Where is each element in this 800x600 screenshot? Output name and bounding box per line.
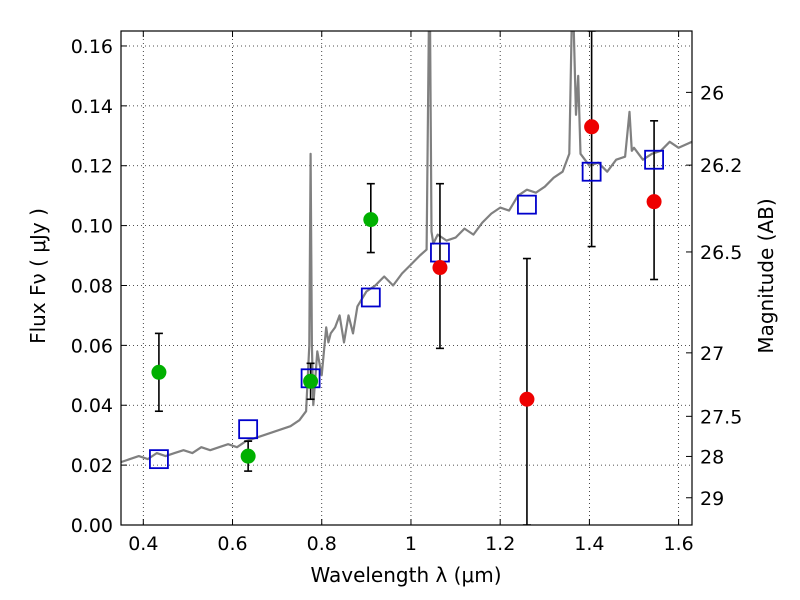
- model-photometry-square: [644, 149, 664, 170]
- y-tick-label: 0.08: [71, 275, 113, 297]
- y2-tick-label: 28: [700, 446, 724, 468]
- x-axis-label: Wavelength λ (μm): [310, 563, 501, 587]
- y2-tick-label: 29: [700, 488, 724, 510]
- marker-layer: [149, 119, 664, 470]
- model-photometry-square: [581, 161, 602, 182]
- y-tick-label: 0.06: [71, 335, 113, 357]
- y2-axis-label: Magnitude (AB): [754, 198, 778, 353]
- errorbar-layer: [154, 31, 659, 525]
- y2-tick-label: 27.5: [700, 406, 742, 428]
- y-tick-label: 0.14: [71, 96, 113, 118]
- model-photometry-square: [149, 449, 169, 470]
- x-tick-label: 1.4: [574, 533, 604, 555]
- detected-flux-point: [151, 364, 167, 380]
- x-tick-label: 0.8: [307, 533, 337, 555]
- y2-tick-label: 26: [700, 82, 724, 104]
- y-axis-ticks: 0.00 0.02 0.04 0.06 0.08 0.10 0.12 0.14 0.16: [71, 36, 127, 537]
- detected-flux-point: [240, 448, 256, 464]
- x-tick-label: 1.2: [485, 533, 515, 555]
- y2-tick-label: 26.2: [700, 155, 742, 177]
- grid-lines: [121, 31, 692, 526]
- plot-frame: [120, 30, 693, 526]
- nir-flux-point: [646, 194, 662, 210]
- y-tick-label: 0.00: [71, 515, 113, 537]
- y-tick-label: 0.10: [71, 216, 113, 238]
- model-photometry-square: [360, 287, 381, 308]
- nir-flux-point: [432, 260, 448, 276]
- detected-flux-point: [303, 373, 319, 389]
- y2-axis-ticks: 26 26.2 26.5 27 27.5 28 29: [686, 82, 742, 510]
- x-axis-ticks: 0.4 0.6 0.8 1 1.2 1.4 1.6: [128, 31, 694, 555]
- detected-flux-point: [363, 212, 379, 228]
- x-tick-label: 1: [405, 533, 417, 555]
- y-tick-label: 0.02: [71, 455, 113, 477]
- x-tick-label: 1.6: [664, 533, 694, 555]
- model-spectrum-line: [121, 31, 692, 464]
- model-photometry-square: [238, 419, 259, 440]
- y-tick-label: 0.12: [71, 156, 113, 178]
- model-photometry-square: [517, 194, 537, 215]
- model-spectrum-layer: [121, 31, 692, 464]
- y-tick-label: 0.16: [71, 36, 113, 58]
- y2-tick-label: 27: [700, 343, 724, 365]
- x-tick-label: 0.4: [128, 533, 158, 555]
- nir-flux-point: [584, 119, 600, 135]
- y-axis-label: Flux Fν ( μJy ): [26, 208, 50, 344]
- nir-flux-point: [519, 391, 535, 407]
- x-tick-label: 0.6: [217, 533, 247, 555]
- y-tick-label: 0.04: [71, 395, 113, 417]
- y2-tick-label: 26.5: [700, 242, 742, 264]
